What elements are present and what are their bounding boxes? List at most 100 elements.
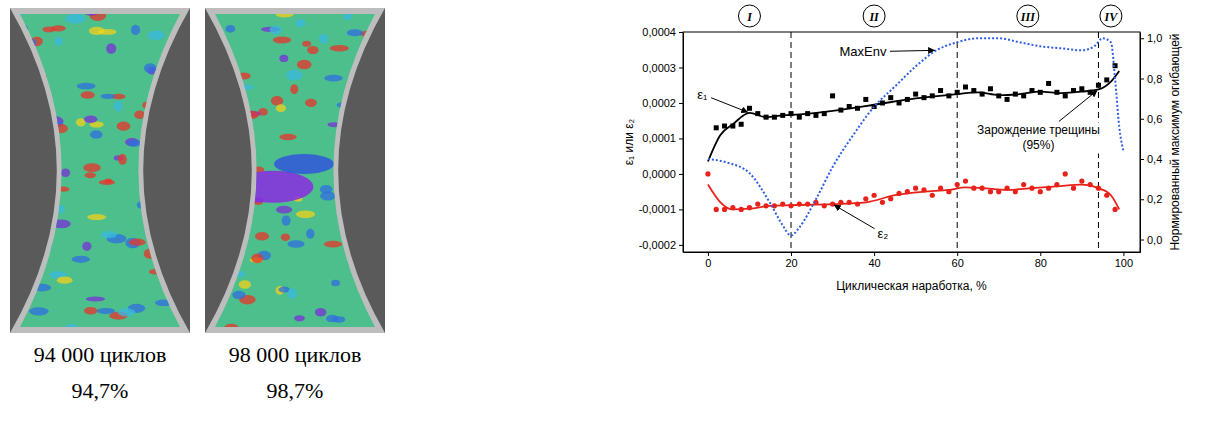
strain-spot (37, 181, 56, 186)
strain-spot (371, 151, 384, 161)
data-point (789, 111, 794, 116)
tick: 0,0000 (642, 168, 683, 180)
specimen-image (3, 6, 197, 334)
tick-label: 1,0 (1147, 32, 1162, 44)
trend-line (708, 185, 1119, 210)
tick-mark (874, 252, 875, 256)
strain-spot (134, 110, 145, 119)
data-point (1038, 189, 1043, 194)
data-point (930, 193, 935, 198)
strain-spot (142, 102, 150, 109)
strain-spot (344, 123, 353, 130)
data-point (1013, 189, 1018, 194)
data-point (1054, 182, 1059, 187)
tick-mark (679, 32, 683, 33)
data-point (905, 189, 910, 194)
strain-spot (296, 210, 315, 218)
series-label: ε₂ (878, 226, 889, 241)
strain-spot (290, 84, 298, 94)
strain-spot (84, 115, 97, 123)
strain-spot (163, 203, 171, 210)
data-point (963, 178, 968, 183)
tick-mark (679, 209, 683, 210)
data-point (996, 189, 1001, 194)
phase-circle (738, 5, 760, 27)
tick: 60 (952, 252, 964, 269)
strain-spot (90, 130, 103, 139)
axis-line (684, 252, 1141, 253)
data-point (1096, 83, 1101, 88)
tick: 0,6 (1140, 113, 1162, 125)
data-point (722, 207, 727, 212)
strain-spot (14, 291, 23, 298)
data-point (1071, 186, 1076, 191)
strain-spot (279, 55, 288, 62)
data-point (1112, 207, 1117, 212)
data-point (913, 92, 918, 97)
strain-spot (217, 240, 231, 246)
tick-label: 0,0004 (642, 26, 676, 38)
x-axis-title: Циклическая наработка, % (836, 279, 987, 293)
strain-spot (12, 88, 26, 95)
data-point (705, 171, 710, 176)
strain-field (200, 5, 390, 336)
strain-spot (343, 11, 352, 20)
tick: -0,0002 (639, 239, 683, 251)
data-point (863, 196, 868, 201)
axis-line (1140, 33, 1141, 253)
data-point (938, 88, 943, 93)
strain-spot (273, 36, 291, 43)
data-point (847, 200, 852, 205)
tick-mark (679, 103, 683, 104)
data-point (996, 93, 1001, 98)
data-point (872, 193, 877, 198)
strain-spot (42, 242, 52, 252)
annotation-arrow (1059, 91, 1097, 122)
tick-mark (708, 252, 709, 256)
strain-spot (85, 172, 96, 178)
strain-spot (82, 6, 100, 16)
strain-spot (77, 83, 96, 90)
strain-spot (27, 200, 44, 209)
tick-label: 40 (868, 257, 880, 269)
series-line (708, 38, 1123, 235)
data-point (1063, 171, 1068, 176)
data-point (730, 205, 735, 210)
data-point (822, 111, 827, 116)
tick: 0,0001 (642, 132, 683, 144)
tick: 80 (1035, 252, 1047, 269)
data-point (838, 200, 843, 205)
strain-spot (61, 168, 71, 176)
strain-spot (351, 227, 367, 233)
data-point (1029, 186, 1034, 191)
strain-spot (242, 137, 255, 143)
phase-label: III (1020, 10, 1036, 24)
data-point (1079, 86, 1084, 91)
data-point (888, 196, 893, 201)
strain-spot (42, 26, 55, 32)
strain-spot (149, 207, 165, 217)
strain-spot (369, 63, 378, 72)
strain-spot (276, 104, 286, 112)
strain-spot (287, 240, 304, 248)
strain-spot (86, 297, 105, 302)
strain-field (3, 6, 197, 334)
chart: 020406080100-0,0002-0,00010,00000,00010,… (622, 5, 1183, 293)
phase-circle (863, 5, 885, 27)
image-background (205, 8, 385, 333)
plot-frame (683, 32, 1140, 252)
strain-spot (84, 307, 97, 315)
tick-label: 0,8 (1147, 73, 1162, 85)
data-point (946, 93, 951, 98)
data-point (980, 186, 985, 191)
data-point (764, 115, 769, 120)
data-point (988, 86, 993, 91)
strain-spot (274, 154, 334, 174)
label-arrow (890, 50, 935, 52)
data-point (1088, 90, 1093, 95)
strain-spot (149, 139, 167, 146)
strain-spot (365, 122, 382, 133)
strain-spot (154, 89, 170, 94)
data-point (788, 203, 793, 208)
strain-spot (87, 214, 106, 220)
